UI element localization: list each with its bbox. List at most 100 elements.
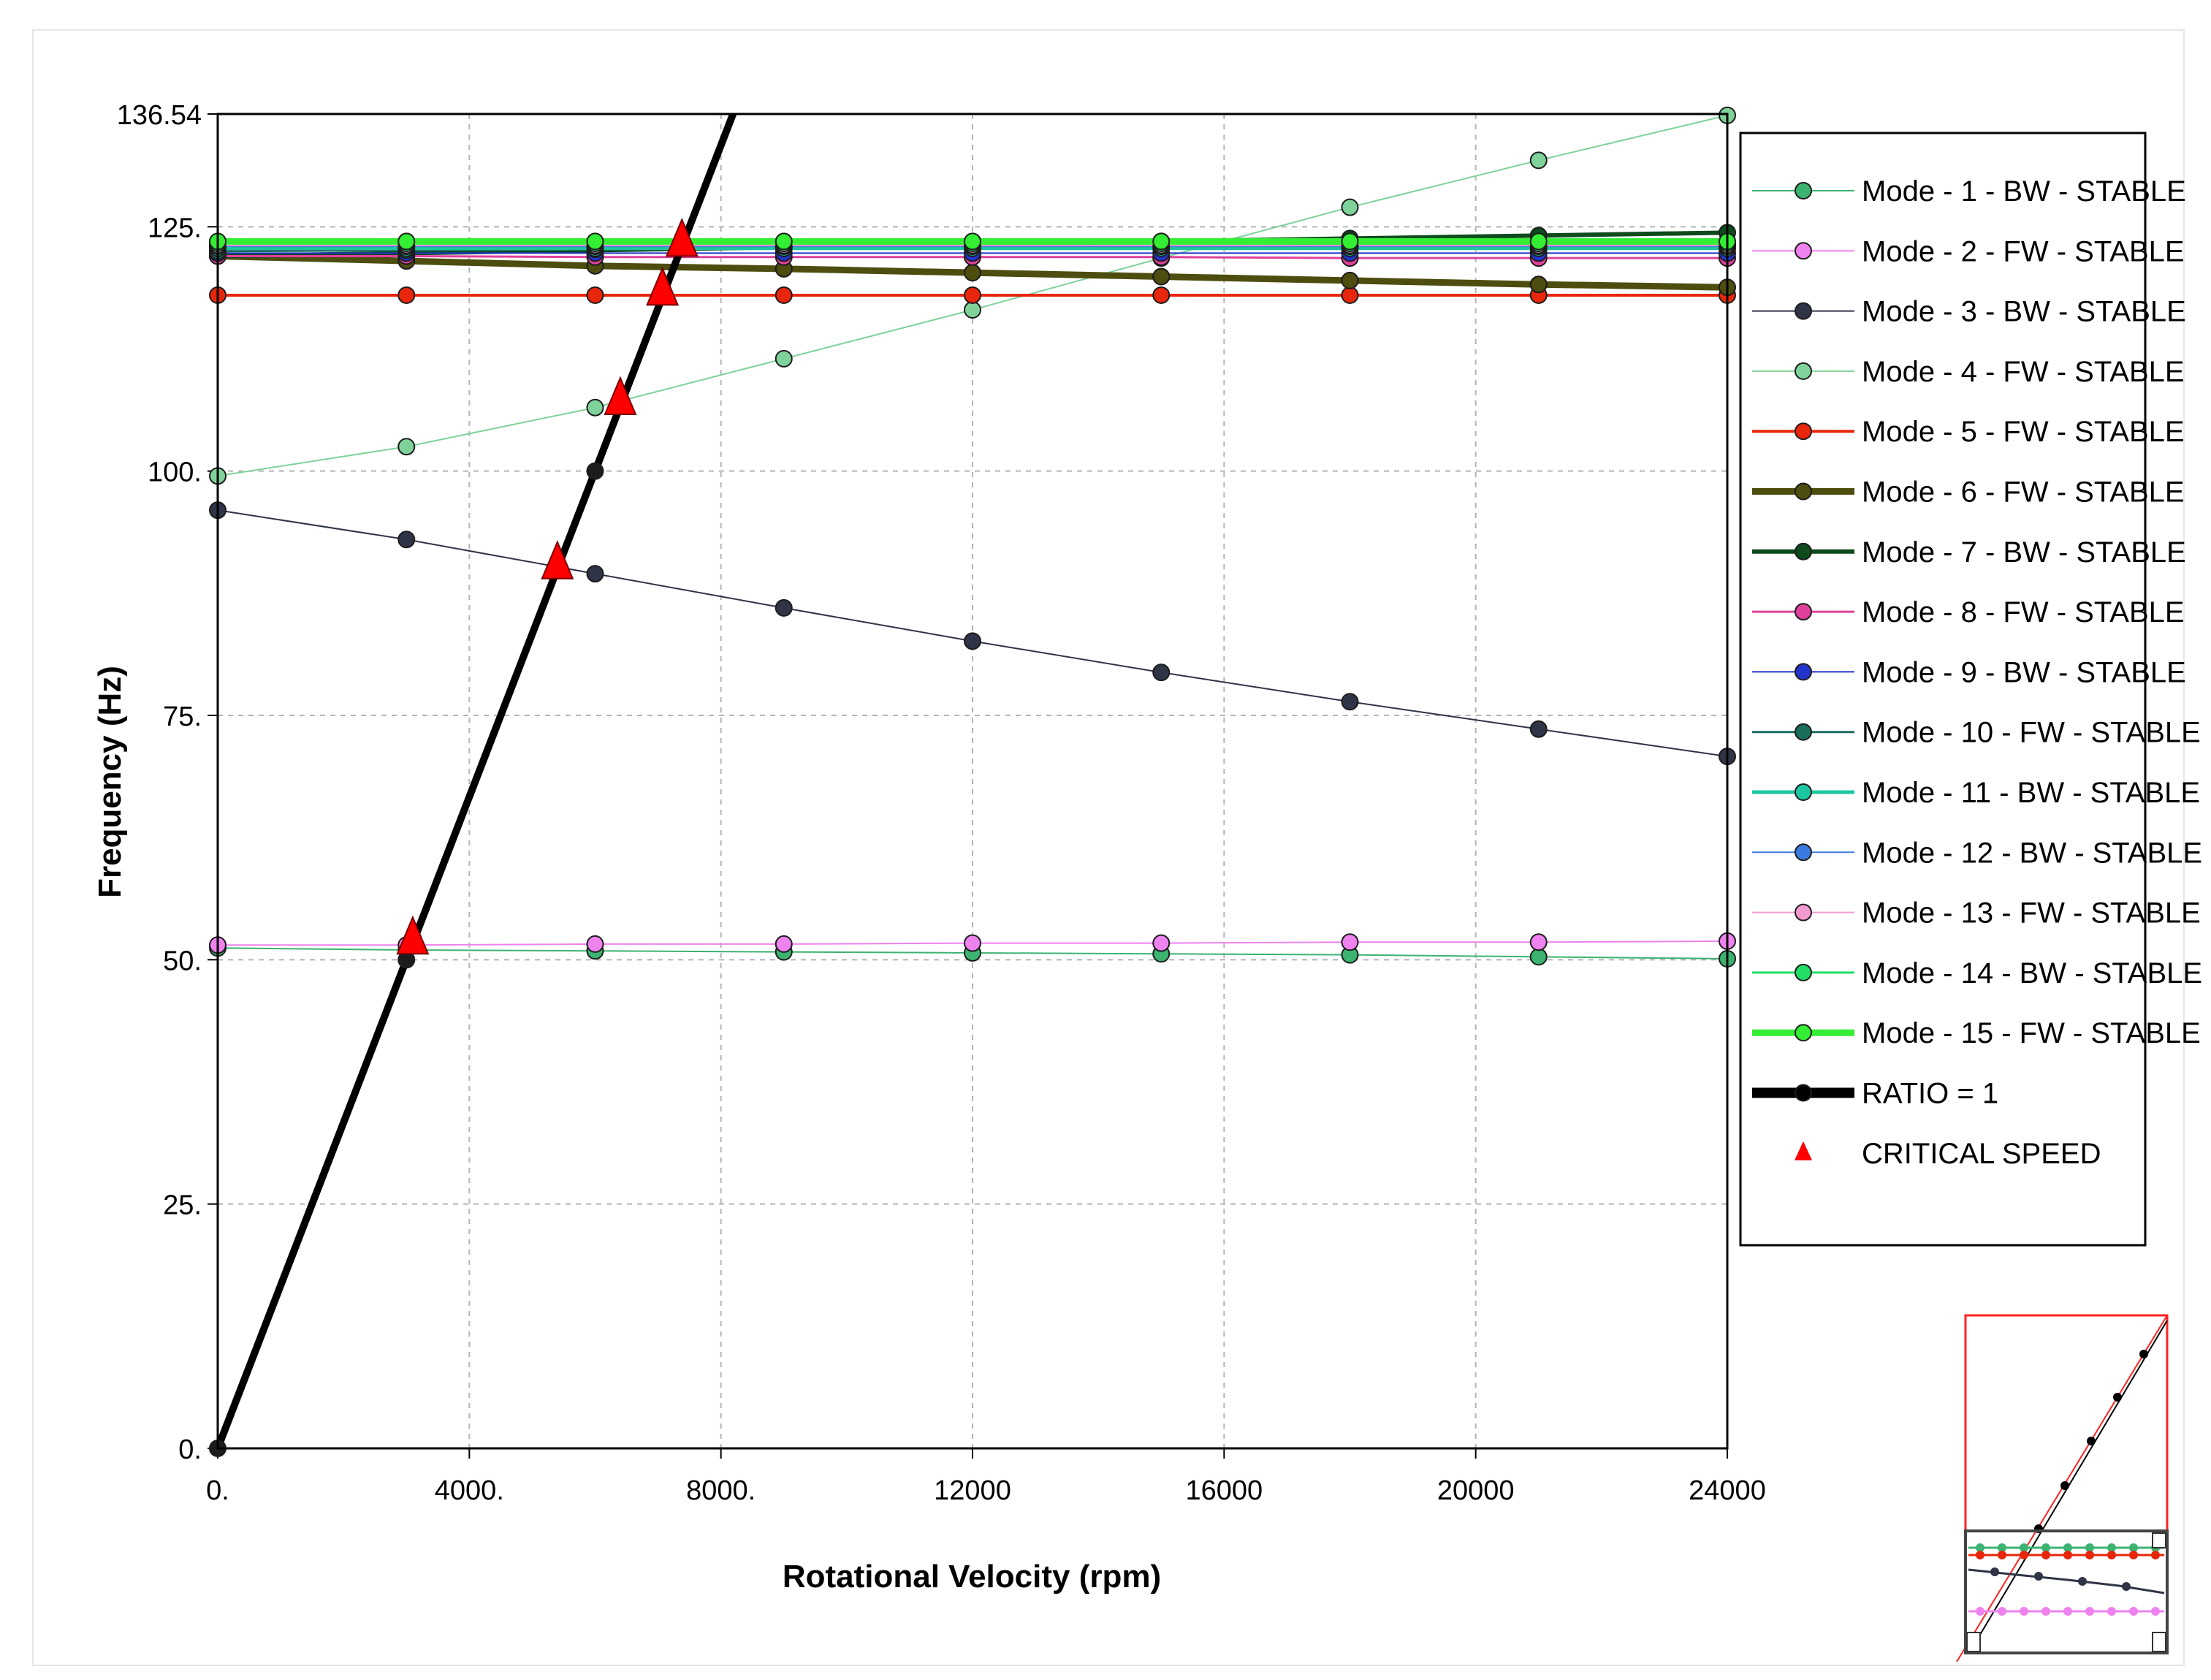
critical-speed-marker: [396, 915, 430, 955]
navigator-point: [2151, 1551, 2160, 1559]
legend-label: Mode - 1 - BW - STABLE: [1862, 175, 2186, 208]
legend-label: Mode - 5 - FW - STABLE: [1862, 416, 2185, 448]
legend-entry: RATIO = 1: [1752, 1078, 1998, 1110]
legend-entry: CRITICAL SPEED: [1795, 1138, 2101, 1170]
critical-speed-marker: [646, 266, 680, 306]
legend-label: Mode - 8 - FW - STABLE: [1862, 596, 2185, 628]
data-point: [775, 286, 793, 304]
data-point: [964, 264, 981, 282]
x-tick-label: 4000.: [435, 1475, 504, 1506]
legend-label: Mode - 14 - BW - STABLE: [1862, 957, 2202, 989]
x-tick-label: 20000: [1437, 1475, 1515, 1506]
navigator-point: [2122, 1582, 2131, 1591]
x-tick-label: 8000.: [686, 1475, 756, 1506]
data-point: [1341, 286, 1359, 304]
navigator-series: [1968, 1551, 2164, 1559]
data-point: [1152, 934, 1171, 952]
data-point: [1529, 151, 1548, 170]
plot-area-border: [216, 113, 1729, 1450]
data-point: [586, 462, 604, 480]
y-tick-label: 100.: [148, 457, 202, 488]
critical-speeds: [396, 217, 699, 955]
critical-speed-marker: [604, 376, 637, 416]
legend-entry: Mode - 2 - FW - STABLE: [1752, 235, 2185, 267]
data-point: [586, 398, 604, 417]
data-point: [586, 565, 604, 583]
navigator-point: [2063, 1607, 2072, 1616]
navigator-point: [2085, 1551, 2094, 1559]
navigator-point: [2107, 1607, 2116, 1616]
data-point: [1341, 198, 1359, 216]
navigator-point: [2078, 1577, 2087, 1586]
navigator-point: [2020, 1551, 2028, 1559]
legend-label: Mode - 11 - BW - STABLE: [1862, 777, 2200, 809]
navigator-point: [2085, 1607, 2094, 1616]
navigator-right-handle: [2152, 1632, 2166, 1652]
series-mode-15: [209, 232, 1736, 251]
legend-entry: Mode - 15 - FW - STABLE: [1752, 1017, 2201, 1049]
legend-label: Mode - 4 - FW - STABLE: [1862, 356, 2185, 388]
legend-entry: Mode - 11 - BW - STABLE: [1752, 777, 2200, 809]
axis-ticks: 0. 4000. 8000. 12000 16000 20000 24000 0. 25. 50.…: [117, 100, 1766, 1506]
legend-entry: Mode - 1 - BW - STABLE: [1752, 175, 2186, 208]
x-tick-label: 16000: [1185, 1475, 1263, 1506]
legend-marker: [1795, 302, 1812, 320]
navigator-point: [2020, 1543, 2028, 1552]
legend-marker: [1795, 663, 1812, 681]
legend-marker: [1795, 482, 1812, 501]
navigator-point: [2041, 1607, 2050, 1616]
legend-entry: Mode - 4 - FW - STABLE: [1752, 356, 2185, 388]
legend-marker: [1795, 843, 1812, 862]
navigator-point: [2041, 1551, 2050, 1559]
overview-navigator[interactable]: [1956, 1314, 2169, 1662]
legend-entry: Mode - 14 - BW - STABLE: [1752, 957, 2202, 989]
navigator-viewport: [1964, 1529, 2169, 1654]
critical-speed-marker: [665, 217, 699, 257]
legend-entry: Mode - 10 - FW - STABLE: [1752, 717, 2201, 749]
plot-border: [216, 113, 1729, 1450]
grid: [218, 114, 1727, 1448]
navigator-point: [1976, 1543, 1984, 1552]
data-point: [964, 286, 981, 304]
series-layer: [209, 106, 1736, 1457]
legend-entry: Mode - 7 - BW - STABLE: [1752, 536, 2186, 569]
navigator-point: [2063, 1543, 2072, 1552]
legend-marker: [1795, 422, 1812, 441]
x-tick-label: 0.: [206, 1475, 229, 1506]
y-tick-label: 75.: [163, 702, 202, 732]
navigator-point: [2060, 1481, 2069, 1490]
legend-entry: Mode - 9 - BW - STABLE: [1752, 656, 2186, 688]
legend-label: Mode - 15 - FW - STABLE: [1862, 1017, 2201, 1049]
data-point: [586, 286, 604, 304]
legend-label: Mode - 10 - FW - STABLE: [1862, 717, 2201, 749]
navigator-point: [1998, 1551, 2006, 1559]
legend-entry: Mode - 12 - BW - STABLE: [1752, 837, 2202, 869]
navigator-series: [1968, 1567, 2165, 1595]
data-point: [397, 232, 416, 251]
series-mode-3: [209, 501, 1736, 766]
legend-marker: [1795, 242, 1812, 260]
legend-marker: [1795, 603, 1812, 621]
legend-label: Mode - 13 - FW - STABLE: [1862, 897, 2201, 930]
data-point: [1529, 275, 1548, 294]
navigator-point: [1976, 1551, 1984, 1559]
y-tick-label: 0.: [178, 1434, 202, 1465]
legend-marker: [1795, 1141, 1812, 1160]
legend-entry: Mode - 8 - FW - STABLE: [1752, 596, 2185, 628]
data-point: [1152, 267, 1171, 286]
data-point: [1529, 232, 1548, 251]
legend-marker: [1795, 542, 1812, 560]
navigator-point: [2085, 1543, 2094, 1552]
data-point: [397, 438, 416, 456]
navigator-left-handle: [1966, 1632, 1981, 1652]
navigator-series: [1968, 1607, 2164, 1616]
y-tick-label: 125.: [148, 213, 202, 243]
navigator-point: [2107, 1543, 2116, 1552]
navigator-point: [1998, 1607, 2006, 1616]
data-point: [964, 632, 981, 650]
legend-marker: [1795, 903, 1812, 921]
data-point: [1341, 232, 1359, 251]
data-point: [1341, 693, 1359, 711]
y-tick-label: 136.54: [117, 100, 202, 131]
data-point: [1152, 232, 1171, 251]
